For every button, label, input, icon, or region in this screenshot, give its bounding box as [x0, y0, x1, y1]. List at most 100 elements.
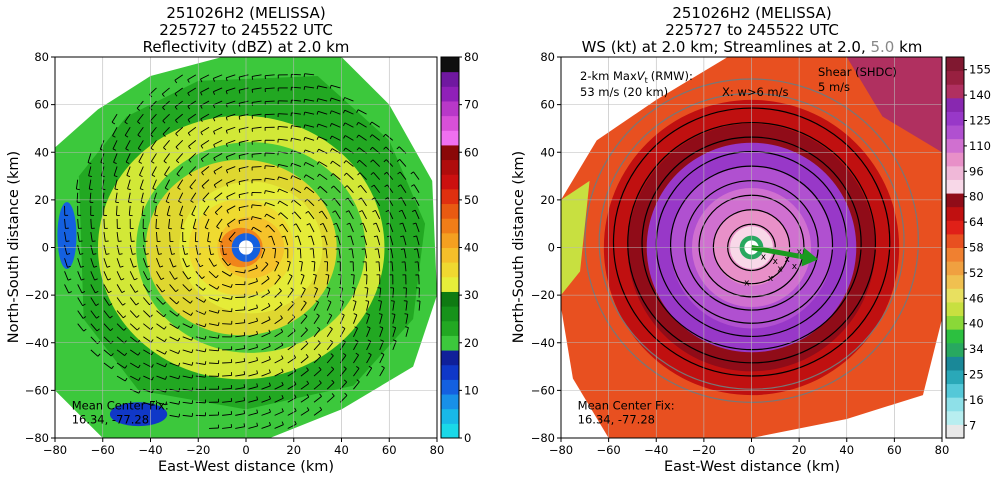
- colorbar-tick-label: 60: [464, 145, 479, 159]
- wind-barb-flag: [268, 382, 271, 386]
- wind-barb-flag: [308, 235, 312, 238]
- title-line-3: WS (kt) at 2.0 km; Streamlines at 2.0, 5…: [582, 38, 923, 56]
- title-line-1: 251026H2 (MELISSA): [672, 4, 831, 22]
- wind-barb: [77, 245, 81, 255]
- wind-barb: [169, 310, 178, 317]
- wind-barb: [379, 367, 385, 377]
- wind-barb: [168, 218, 171, 229]
- wind-barb: [188, 139, 197, 147]
- wind-barb-flag: [138, 364, 141, 369]
- wind-barb-flag: [316, 123, 319, 128]
- wind-barb: [116, 310, 124, 319]
- wind-barb: [331, 110, 341, 115]
- wind-barb: [278, 176, 288, 181]
- wind-barb: [208, 297, 219, 302]
- wind-barb: [156, 284, 163, 293]
- wind-barb: [313, 275, 317, 285]
- wind-barb-flag: [268, 356, 271, 360]
- wind-barb: [235, 322, 245, 325]
- wind-barb: [292, 187, 302, 194]
- wind-barb-flag: [379, 326, 384, 329]
- wind-barb-flag: [238, 76, 241, 81]
- wind-barb-flag: [191, 349, 194, 353]
- colorbar-swatch: [946, 247, 964, 262]
- wind-barb-flag: [356, 134, 360, 139]
- wind-barb-flag: [396, 146, 400, 150]
- wind-barb: [344, 97, 354, 102]
- wind-barb: [187, 113, 197, 120]
- wind-barb: [376, 235, 381, 246]
- wind-barb: [125, 153, 131, 163]
- wind-barb: [177, 179, 184, 188]
- colorbar-tick-label: 10: [464, 383, 479, 397]
- wind-barb: [332, 173, 341, 180]
- streamline: [698, 194, 805, 298]
- wind-barb: [103, 271, 109, 281]
- y-axis-label: North-South distance (km): [511, 151, 527, 343]
- wind-barb-flag: [329, 110, 332, 115]
- wind-barb: [248, 412, 258, 416]
- wind-barb-flag: [256, 278, 258, 282]
- wind-barb-flag: [316, 111, 319, 115]
- y-tick-label: −40: [531, 336, 555, 350]
- wind-barb-flag: [256, 343, 259, 348]
- x-tick-label: −20: [692, 443, 716, 457]
- wind-barb-flag: [277, 188, 280, 193]
- wind-barb: [287, 343, 296, 351]
- wind-barb-flag: [132, 253, 136, 255]
- colorbar-swatch: [946, 111, 964, 126]
- wind-barb-flag: [306, 380, 310, 384]
- wind-barb: [325, 248, 328, 259]
- wind-barb-flag: [217, 322, 220, 326]
- wind-barb: [137, 126, 144, 136]
- wind-barb: [252, 74, 262, 77]
- wind-barb-flag: [315, 300, 319, 303]
- wind-barb: [375, 210, 381, 220]
- wind-barb: [392, 287, 395, 298]
- wind-barb-flag: [134, 278, 138, 281]
- wind-barb: [213, 126, 223, 132]
- wind-barb: [235, 413, 245, 416]
- wind-barb-flag: [371, 184, 375, 188]
- wind-barb-flag: [128, 201, 132, 204]
- wind-barb: [309, 223, 315, 233]
- wind-barb: [287, 370, 297, 377]
- wind-barb-flag: [187, 92, 190, 97]
- wind-barb: [238, 126, 249, 130]
- wind-barb-flag: [96, 315, 100, 319]
- colorbar-tick-label: 64: [969, 215, 984, 229]
- wind-barb-flag: [264, 202, 267, 206]
- wind-barb: [274, 331, 283, 338]
- wind-barb: [265, 177, 275, 181]
- colorbar-swatch: [946, 193, 964, 208]
- wind-barb-flag: [200, 131, 203, 136]
- wind-barb-flag: [88, 175, 92, 178]
- wind-barb-flag: [95, 303, 99, 306]
- wind-barb-flag: [161, 289, 166, 293]
- wind-barb: [339, 301, 344, 311]
- wind-barb: [374, 197, 381, 207]
- wind-barb: [366, 367, 373, 377]
- wind-barb: [142, 297, 150, 306]
- wind-barb-flag: [138, 148, 142, 151]
- wind-barb: [213, 153, 223, 159]
- wind-barb: [326, 274, 330, 285]
- wind-barb-flag: [410, 171, 414, 175]
- wind-barb-flag: [290, 125, 292, 129]
- wind-barb: [226, 166, 236, 171]
- wind-barb-flag: [291, 211, 295, 215]
- y-tick-label: 0: [548, 241, 555, 255]
- wind-barb: [155, 218, 157, 229]
- colorbar-swatch: [441, 203, 459, 219]
- mean-center-value: 16.34, -77.28: [72, 413, 149, 427]
- wind-barb: [351, 248, 354, 259]
- wind-barb-flag: [124, 365, 128, 369]
- wind-barb: [153, 192, 157, 202]
- wind-barb: [306, 186, 315, 194]
- updraft-marker-legend: X: w>6 m/s: [722, 85, 789, 99]
- wind-barb-flag: [290, 138, 293, 142]
- wind-barb: [300, 356, 309, 364]
- wind-barb: [352, 288, 356, 298]
- wind-barb-flag: [410, 184, 415, 187]
- weak-wind-patch: [561, 180, 590, 296]
